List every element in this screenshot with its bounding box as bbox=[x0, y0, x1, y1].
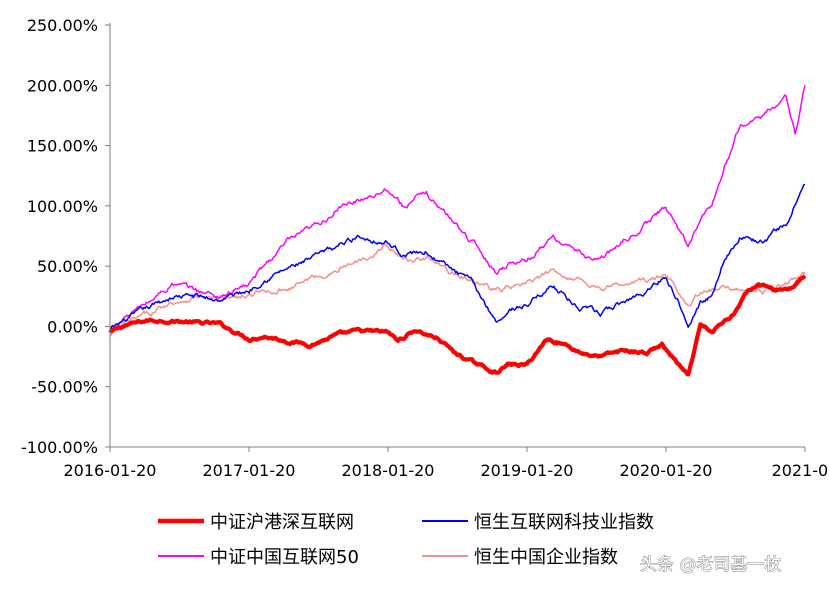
x-tick-label: 2021-01 bbox=[772, 461, 829, 480]
series-line-1 bbox=[108, 274, 807, 377]
y-tick-label: 100.00% bbox=[27, 197, 98, 216]
x-tick-label: 2018-01-20 bbox=[342, 461, 435, 480]
y-tick-label: 0.00% bbox=[47, 317, 98, 336]
y-tick-label: 250.00% bbox=[27, 16, 98, 35]
y-tick-label: 200.00% bbox=[27, 76, 98, 95]
x-tick-label: 2019-01-20 bbox=[481, 461, 574, 480]
legend-label-3: 中证中国互联网50 bbox=[210, 547, 359, 568]
x-tick-label: 2017-01-20 bbox=[203, 461, 296, 480]
axes-layer: 250.00% 200.00% 150.00% 100.00% 50.00% 0.00% -… bbox=[21, 16, 829, 480]
legend-label-2: 恒生互联网科技业指数 bbox=[474, 512, 654, 533]
y-tick-label: 150.00% bbox=[27, 137, 98, 156]
x-tick-label: 2020-01-20 bbox=[620, 461, 713, 480]
watermark-text: 头条 @老司基一枚 bbox=[640, 555, 781, 575]
series-layer bbox=[108, 85, 807, 377]
series-line-2 bbox=[109, 183, 806, 331]
y-tick-label: 50.00% bbox=[37, 257, 98, 276]
y-tick-label: -50.00% bbox=[31, 378, 98, 397]
legend-label-1: 中证沪港深互联网 bbox=[210, 512, 354, 533]
x-tick-label: 2016-01-20 bbox=[64, 461, 157, 480]
y-tick-label: -100.00% bbox=[21, 438, 98, 457]
series-line-3 bbox=[109, 85, 806, 333]
legend-label-4: 恒生中国企业指数 bbox=[474, 547, 618, 568]
